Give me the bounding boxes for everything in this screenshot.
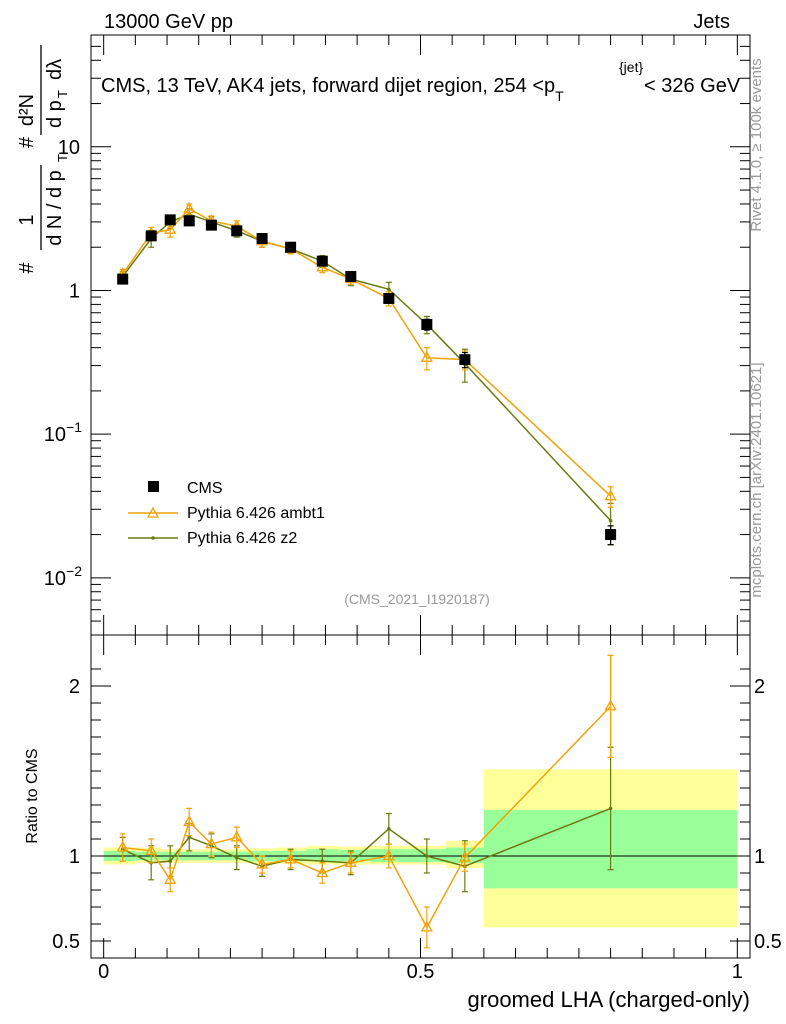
data-point-cms — [256, 233, 268, 245]
main-series-group — [116, 202, 617, 546]
data-point-cms — [205, 219, 217, 231]
y-tick-label-main: 1 — [69, 280, 80, 302]
data-point-cms — [605, 529, 617, 541]
y-tick-label-ratio-right: 0.5 — [754, 931, 782, 953]
data-point-z2 — [608, 518, 613, 523]
data-point-cms — [164, 214, 176, 226]
analysis-id: (CMS_2021_I1920187) — [344, 591, 490, 607]
svg-text:d²N: d²N — [16, 94, 38, 126]
data-point-z2 — [387, 287, 391, 292]
plot-title: CMS, 13 TeV, AK4 jets, forward dijet reg… — [101, 75, 564, 104]
data-point-ambt1 — [205, 837, 218, 849]
y-tick-label-ratio: 2 — [69, 676, 80, 698]
data-point-ambt1 — [116, 840, 129, 852]
legend-label-ambt1: Pythia 6.426 ambt1 — [187, 505, 325, 522]
data-point-z2 — [387, 827, 391, 831]
ratio-y-axis-label: Ratio to CMS — [24, 748, 41, 843]
y-tick-label-ratio-right: 1 — [754, 846, 765, 868]
legend-marker-cms — [148, 481, 159, 492]
ratio-axis-ticks: 0.5 0.5 1 1 2 2 0 0.5 1 — [52, 635, 782, 983]
data-point-ambt1 — [183, 815, 196, 827]
plot-title-sub: T — [555, 88, 564, 104]
data-point-ambt1 — [255, 857, 269, 869]
data-point-ambt1 — [604, 489, 617, 501]
x-tick-label: 0.5 — [407, 961, 435, 983]
data-point-ambt1 — [382, 849, 395, 861]
data-point-cms — [345, 271, 357, 283]
data-point-ambt1 — [316, 866, 329, 878]
main-axis-ticks: 10−2 10−1 1 10 — [44, 34, 750, 636]
main-y-axis-label: # 1 d N / d p T # d²N d p T dλ — [16, 45, 70, 274]
data-point-z2 — [425, 854, 429, 858]
data-point-z2 — [168, 859, 173, 863]
series-line-pythia-6-426-ambt1 — [122, 207, 612, 497]
header-left: 13000 GeV pp — [104, 11, 233, 33]
svg-text:d p: d p — [44, 100, 66, 128]
data-point-z2 — [320, 859, 325, 863]
ratio-series-group — [116, 654, 617, 949]
data-point-cms — [285, 241, 297, 253]
rivet-label: Rivet 4.1.0, ≥ 100k events — [748, 58, 765, 231]
legend-label-cms: CMS — [187, 480, 223, 497]
data-point-ambt1 — [458, 850, 471, 862]
data-point-cms — [145, 230, 157, 242]
svg-text:#: # — [16, 262, 38, 274]
ratio-uncertainty-bands — [103, 769, 738, 928]
y-tick-label-main: 10 — [58, 137, 80, 159]
data-point-z2 — [187, 835, 192, 840]
legend-marker-ambt1 — [146, 506, 160, 518]
data-point-z2 — [608, 806, 613, 811]
data-point-ambt1 — [344, 855, 357, 867]
series-line-ratio-pythia-6-426-z2 — [122, 807, 611, 867]
y-tick-label-ratio: 1 — [69, 846, 80, 868]
data-point-cms — [316, 255, 328, 267]
series-line-pythia-6-426-z2 — [122, 213, 612, 522]
y-tick-label-ratio-right: 2 — [754, 676, 765, 698]
data-point-cms — [231, 225, 243, 237]
data-point-ambt1 — [164, 222, 177, 234]
data-point-z2 — [234, 855, 239, 860]
x-tick-label: 0 — [98, 961, 109, 983]
data-point-ambt1 — [604, 699, 617, 711]
data-point-ambt1 — [183, 202, 196, 213]
mcplots-label: mcplots.cern.ch [arXiv:2401.10621] — [748, 362, 765, 597]
data-point-cms — [459, 354, 471, 366]
data-point-ambt1 — [164, 872, 177, 884]
y-tick-label-main: 10−1 — [44, 419, 82, 446]
data-point-cms — [117, 273, 129, 285]
y-tick-label-ratio: 0.5 — [52, 931, 80, 953]
x-axis-label: groomed LHA (charged-only) — [468, 987, 750, 1012]
data-point-cms — [421, 318, 433, 330]
legend-label-z2: Pythia 6.426 z2 — [187, 530, 297, 547]
data-point-ambt1 — [145, 844, 158, 856]
svg-text:#: # — [16, 136, 38, 148]
svg-text:T: T — [55, 154, 70, 162]
svg-text:1: 1 — [16, 214, 38, 225]
data-point-cms — [183, 215, 195, 227]
svg-text:T: T — [55, 90, 70, 98]
svg-text:dλ: dλ — [44, 59, 66, 80]
svg-text:d N / d p: d N / d p — [44, 170, 66, 246]
data-point-cms — [383, 292, 395, 304]
y-tick-label-main: 10−2 — [44, 563, 82, 590]
data-point-ambt1 — [420, 920, 433, 932]
data-point-ambt1 — [420, 350, 433, 362]
plot-title-sup: {jet} — [619, 59, 643, 75]
header-right: Jets — [693, 11, 730, 33]
x-tick-label: 1 — [732, 961, 743, 983]
series-line-ratio-pythia-6-426-ambt1 — [122, 705, 612, 929]
data-point-ambt1 — [284, 852, 297, 864]
data-point-ambt1 — [230, 830, 243, 842]
legend-marker-z2 — [151, 536, 155, 540]
plot-title-main: CMS, 13 TeV, AK4 jets, forward dijet reg… — [101, 75, 555, 97]
legend: CMS Pythia 6.426 ambt1 Pythia 6.426 z2 — [128, 480, 325, 547]
plot-title-tail: < 326 GeV — [644, 75, 741, 97]
